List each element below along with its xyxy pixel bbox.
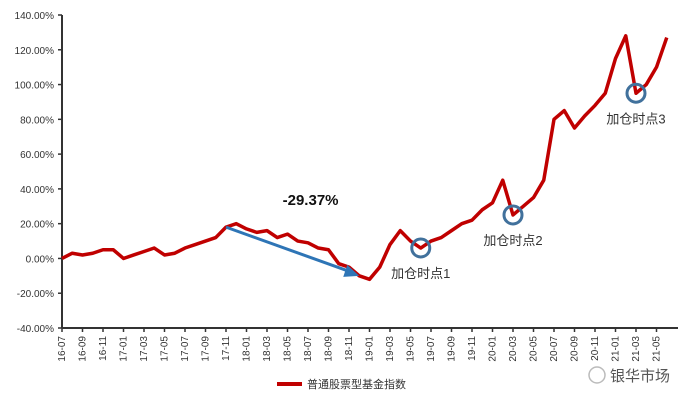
x-tick-label: 18-01 bbox=[242, 336, 253, 362]
x-axis: 16-07 16-09 16-11 17-01 17-03 17-05 17-07 17-09… bbox=[57, 327, 678, 362]
x-tick-label: 18-11 bbox=[344, 336, 355, 361]
y-tick-label: 40.00% bbox=[20, 185, 54, 196]
drawdown-arrow bbox=[225, 225, 354, 275]
y-tick-label: -20.00% bbox=[17, 289, 54, 300]
x-tick-label: 19-11 bbox=[467, 336, 478, 361]
x-tick-label: 19-03 bbox=[385, 336, 396, 362]
y-tick-label: 100.00% bbox=[15, 81, 55, 92]
x-tick-label: 20-03 bbox=[508, 336, 519, 362]
y-tick-label: 0.00% bbox=[26, 254, 54, 265]
marker-label: 加仓时点2 bbox=[483, 233, 542, 248]
annotations: -29.37% 加仓时点1 加仓时点2 加仓时点3 bbox=[225, 82, 666, 281]
wechat-icon bbox=[588, 366, 606, 384]
x-tick-label: 20-05 bbox=[529, 336, 540, 362]
x-tick-label: 19-05 bbox=[406, 336, 417, 362]
x-tick-label: 21-03 bbox=[631, 336, 642, 362]
legend: 普通股票型基金指数 bbox=[277, 377, 406, 391]
y-tick-label: 80.00% bbox=[20, 115, 54, 126]
y-tick-label: 20.00% bbox=[20, 220, 54, 231]
x-tick-label: 20-09 bbox=[570, 336, 581, 362]
x-tick-label: 17-11 bbox=[221, 336, 232, 361]
marker-circle bbox=[625, 82, 647, 104]
marker-label: 加仓时点3 bbox=[606, 111, 665, 126]
drawdown-label: -29.37% bbox=[283, 192, 339, 209]
series-line bbox=[61, 34, 669, 282]
y-tick-label: 60.00% bbox=[20, 150, 54, 161]
x-tick-label: 17-09 bbox=[201, 336, 212, 362]
watermark: 银华市场 bbox=[588, 366, 670, 385]
x-tick-label: 16-09 bbox=[78, 336, 89, 362]
y-tick-label: 140.00% bbox=[15, 11, 55, 22]
marker-label: 加仓时点1 bbox=[391, 266, 450, 281]
arrow-head-icon bbox=[343, 264, 360, 277]
x-tick-label: 18-09 bbox=[324, 336, 335, 362]
x-tick-label: 18-03 bbox=[262, 336, 273, 362]
x-tick-label: 20-01 bbox=[488, 336, 499, 362]
y-tick-label: -40.00% bbox=[17, 324, 54, 335]
x-tick-label: 18-05 bbox=[283, 336, 294, 362]
marker-circle bbox=[410, 237, 432, 259]
x-tick-label: 17-07 bbox=[180, 336, 191, 362]
y-tick-label: 120.00% bbox=[15, 46, 55, 57]
x-tick-label: 21-01 bbox=[611, 336, 622, 362]
x-tick-label: 18-07 bbox=[303, 336, 314, 362]
watermark-text: 银华市场 bbox=[610, 368, 670, 385]
x-tick-label: 20-11 bbox=[590, 336, 601, 361]
y-axis: 140.00% 120.00% 100.00% 80.00% 60.00% 40.00% 2… bbox=[15, 11, 63, 335]
x-tick-label: 19-07 bbox=[426, 336, 437, 362]
x-tick-label: 20-07 bbox=[549, 336, 560, 362]
x-tick-label: 19-09 bbox=[447, 336, 458, 362]
marker-circle bbox=[502, 204, 524, 226]
x-tick-label: 21-05 bbox=[652, 336, 663, 362]
x-tick-label: 19-01 bbox=[365, 336, 376, 362]
x-tick-label: 16-07 bbox=[57, 336, 68, 362]
x-tick-label: 17-03 bbox=[139, 336, 150, 362]
x-tick-label: 17-01 bbox=[119, 336, 130, 362]
legend-label: 普通股票型基金指数 bbox=[307, 377, 406, 391]
x-tick-label: 16-11 bbox=[98, 336, 109, 361]
x-tick-label: 17-05 bbox=[160, 336, 171, 362]
